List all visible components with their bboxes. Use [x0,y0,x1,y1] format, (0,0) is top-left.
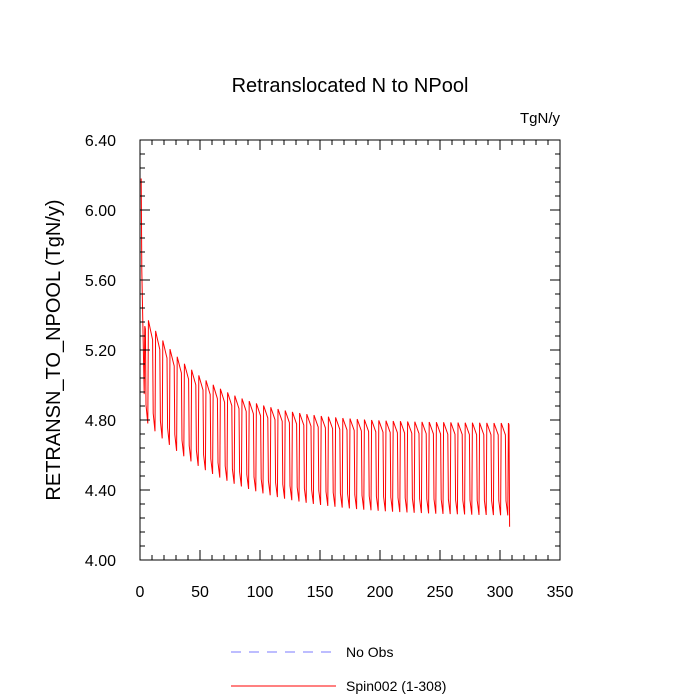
x-tick-label: 100 [247,584,274,601]
x-tick-label: 50 [191,584,209,601]
y-tick-label: 4.40 [85,483,116,500]
plot-frame [139,139,561,561]
y-tick-label: 4.00 [85,553,116,570]
y-tick-label: 6.40 [85,133,116,150]
x-tick-label: 350 [547,584,574,601]
series-spin002-line [140,178,511,527]
y-tick-label: 5.20 [85,343,116,360]
series-layer [140,178,511,527]
x-tick-label: 250 [427,584,454,601]
x-tick-label: 300 [487,584,514,601]
x-tick-label: 0 [136,584,145,601]
units-label: TgN/y [520,110,561,127]
legend-spin002-label: Spin002 (1-308) [346,678,446,694]
y-axis-label: RETRANSN_TO_NPOOL (TgN/y) [43,199,65,500]
x-tick-label: 200 [367,584,394,601]
y-tick-label: 5.60 [85,273,116,290]
y-tick-label: 6.00 [85,203,116,220]
legend-no-obs-label: No Obs [346,644,393,660]
x-tick-label: 150 [307,584,334,601]
y-tick-label: 4.80 [85,413,116,430]
legend: No Obs Spin002 (1-308) [231,644,446,694]
ticks-layer: 0 50 100 150 200 250 300 350 4.00 4.40 4.80 5.20 5.6… [85,133,574,601]
chart-title: Retranslocated N to NPool [232,75,469,97]
